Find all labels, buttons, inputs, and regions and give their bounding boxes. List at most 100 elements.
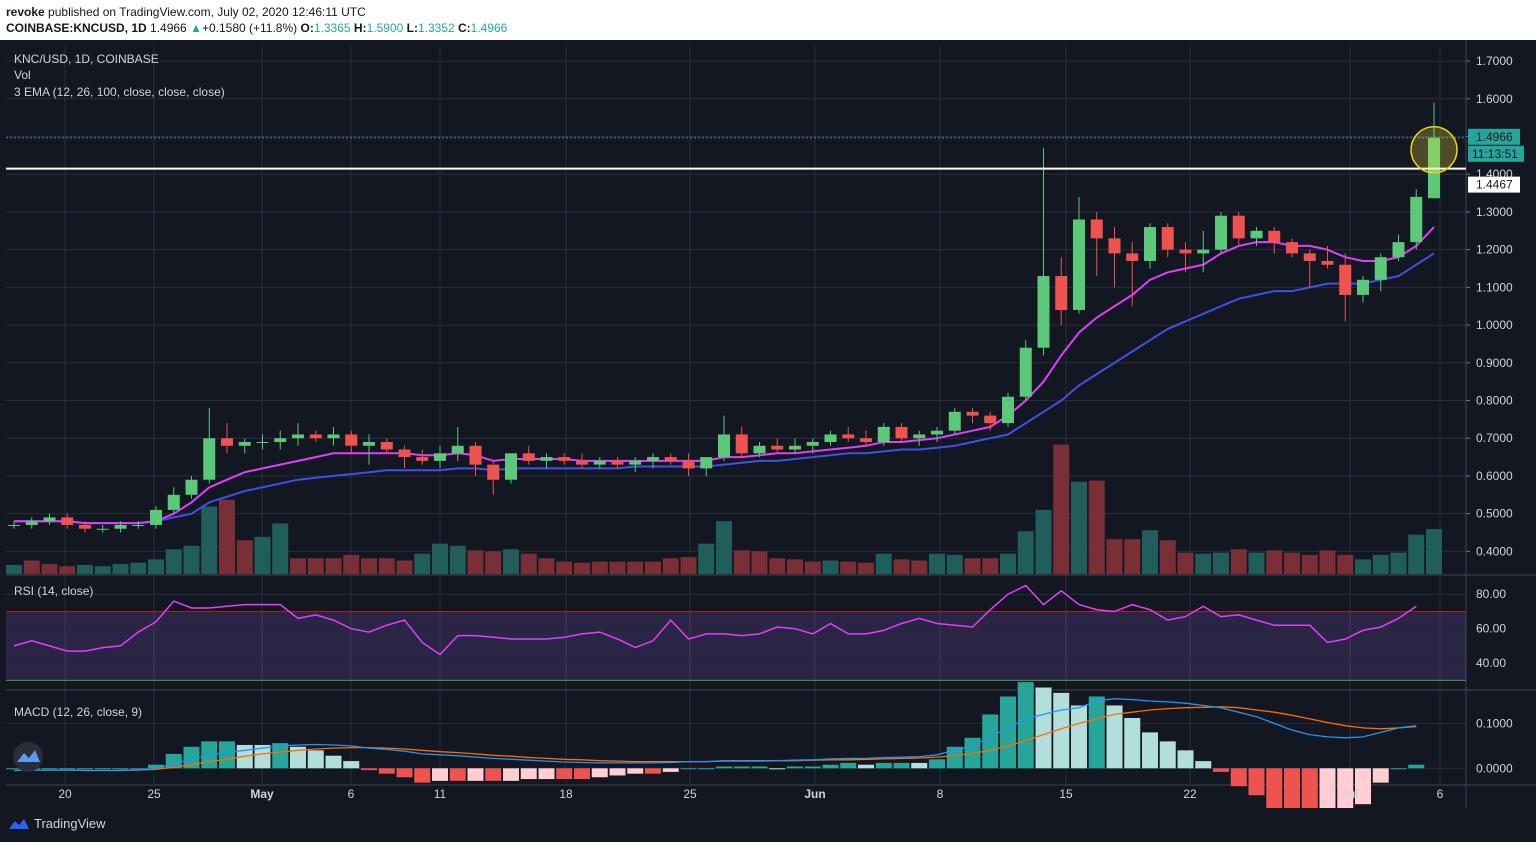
price-tick-label: 1.3000 [1476, 205, 1513, 219]
volume-bar [201, 506, 218, 574]
price-tick-label: 0.4000 [1476, 544, 1513, 558]
volume-bar [1372, 554, 1389, 574]
candle-body [1019, 347, 1032, 397]
x-tick-label: 8 [937, 787, 944, 801]
macd-histogram-bar [538, 768, 555, 780]
macd-histogram-bar [1159, 741, 1176, 769]
candle-body [842, 434, 855, 439]
macd-histogram-bar [272, 743, 289, 769]
chart-canvas[interactable]: 1.70001.60001.50001.40001.30001.20001.10… [0, 40, 1536, 808]
volume-bar [875, 553, 892, 574]
volume-bar [929, 553, 945, 574]
volume-bar [1071, 481, 1087, 574]
candle-body [735, 434, 748, 454]
volume-bar [165, 549, 182, 574]
macd-histogram-bar [1213, 768, 1229, 772]
candle-body [487, 464, 500, 480]
macd-histogram-bar [591, 768, 608, 778]
macd-histogram-bar [1319, 768, 1336, 808]
candle-body [1286, 242, 1298, 254]
volume-bar [1106, 539, 1123, 574]
macd-histogram-bar [645, 768, 661, 774]
candle-body [877, 426, 890, 442]
candle-body [1002, 396, 1014, 424]
volume-bar [591, 561, 608, 574]
macd-histogram-bar [449, 768, 466, 781]
price-tick-label: 0.8000 [1476, 394, 1513, 408]
volume-bar [1177, 552, 1194, 574]
candle-body [8, 524, 20, 526]
price-tick-label: 0.5000 [1476, 507, 1513, 521]
volume-bar [414, 553, 431, 574]
close-value: 1.4966 [470, 21, 508, 35]
price-tick-label: 0.9000 [1476, 356, 1513, 370]
candle-body [682, 460, 695, 469]
candle-body [256, 442, 269, 443]
published-text: published on TradingView.com, July 02, 2… [48, 5, 366, 19]
candle-body [1374, 257, 1387, 280]
macd-histogram-bar [1088, 696, 1105, 769]
macd-histogram-bar [946, 746, 963, 769]
tradingview-logo-icon [9, 818, 29, 829]
macd-histogram-bar [254, 744, 271, 769]
publisher-name[interactable]: revoke [6, 5, 45, 19]
candle-body [25, 521, 38, 525]
volume-bar [804, 561, 821, 574]
candle-body [664, 457, 677, 461]
macd-histogram-bar [716, 766, 732, 769]
volume-bar [698, 543, 715, 574]
macd-histogram-bar [1124, 718, 1141, 769]
volume-bar [485, 551, 502, 574]
candle-body [1215, 215, 1227, 250]
macd-histogram-bar [893, 762, 910, 769]
volume-bar [556, 561, 573, 574]
volume-bar [1266, 550, 1283, 574]
x-tick-label: 11 [434, 787, 447, 801]
x-tick-label: Jun [804, 787, 825, 801]
candle-body [789, 445, 801, 450]
volume-bar [840, 561, 857, 574]
candle-body [61, 517, 74, 525]
candle-body [522, 453, 535, 461]
last-price-tag [1468, 128, 1520, 145]
macd-histogram-bar [414, 768, 431, 783]
macd-histogram-bar [1372, 768, 1389, 783]
macd-histogram-bar [1195, 761, 1212, 769]
macd-histogram-bar [1071, 705, 1087, 769]
candle-body [1410, 196, 1423, 243]
price-tick-label: 0.6000 [1476, 469, 1513, 483]
x-tick-label: 22 [1183, 787, 1197, 801]
volume-bar [1159, 540, 1176, 574]
volume-bar [1390, 552, 1407, 574]
candle-body [43, 517, 56, 522]
tradingview-brand[interactable]: TradingView [8, 816, 106, 831]
candle-body [611, 460, 624, 465]
vol-legend: Vol [14, 68, 31, 82]
price-tick-label: 1.0000 [1476, 318, 1513, 332]
macd-histogram-bar [1230, 768, 1247, 787]
volume-bar [538, 558, 555, 574]
candle-body [966, 411, 979, 416]
volume-bar [361, 558, 377, 574]
volume-bar [1017, 531, 1034, 574]
open-value: 1.3365 [313, 21, 351, 35]
rsi-tick-label: 40.00 [1476, 656, 1506, 670]
candle-body [1392, 242, 1405, 258]
price-tick-label: 1.2000 [1476, 243, 1513, 257]
volume-bar [1426, 529, 1442, 574]
volume-bar [23, 560, 40, 574]
macd-histogram-bar [1000, 696, 1016, 769]
volume-bar [343, 554, 360, 574]
macd-histogram-bar [325, 755, 342, 769]
footer [0, 808, 1536, 842]
brand-label: TradingView [34, 816, 106, 831]
macd-histogram-bar [1177, 750, 1194, 769]
candle-body [629, 460, 642, 465]
x-tick-label: 6 [348, 787, 355, 801]
candle-body [931, 430, 943, 435]
macd-histogram-bar [1035, 687, 1052, 769]
macd-histogram-bar [112, 768, 129, 770]
macd-histogram-bar [698, 768, 715, 770]
rsi-legend: RSI (14, close) [14, 584, 94, 598]
macd-histogram-bar [1390, 768, 1407, 770]
